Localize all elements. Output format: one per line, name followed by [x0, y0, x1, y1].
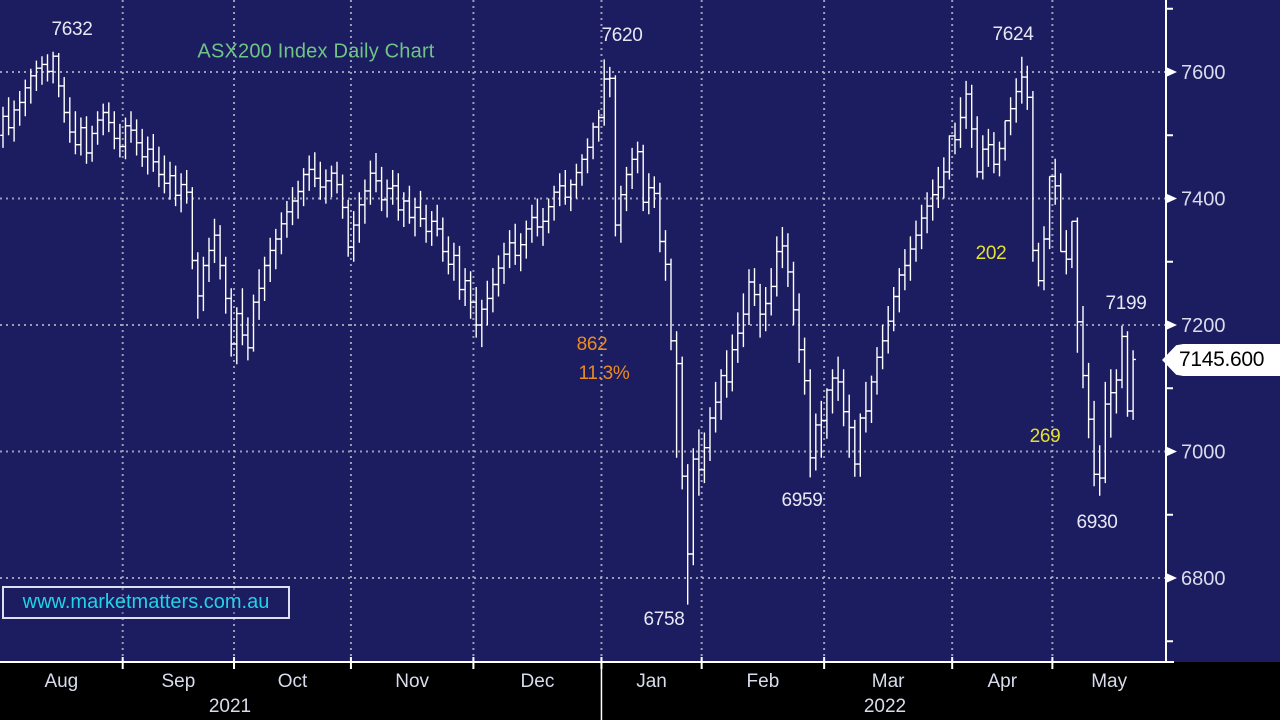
y-tick-arrow — [1166, 193, 1177, 204]
apr-high-label: 7624 — [992, 24, 1034, 45]
y-tick-arrow — [1166, 320, 1177, 330]
apr-bounce-label: 202 — [975, 243, 1007, 264]
watermark-link: www.marketmatters.com.au — [2, 586, 290, 619]
watermark-url: www.marketmatters.com.au — [22, 591, 270, 613]
year-label: 2022 — [864, 696, 906, 717]
last-price-tag: 7145.600 — [1162, 344, 1280, 376]
month-label: Aug — [44, 671, 78, 692]
may-bounce-label: 269 — [1029, 426, 1061, 447]
month-label: Apr — [987, 671, 1017, 692]
month-label: Feb — [747, 671, 780, 692]
y-tick-label: 6800 — [1181, 568, 1226, 590]
y-axis: 7600 7400 7200 7000 6800 — [1165, 0, 1226, 662]
month-label: May — [1091, 671, 1127, 692]
month-label: Oct — [278, 671, 308, 692]
decline-points-label: 862 — [576, 334, 608, 355]
y-tick-label: 7200 — [1181, 315, 1226, 337]
aug-high-label: 7632 — [51, 19, 93, 40]
decline-percent-label: 11.3% — [578, 363, 630, 384]
y-tick-label: 7000 — [1181, 442, 1226, 464]
month-label: Nov — [395, 671, 429, 692]
price-bars — [0, 51, 1136, 605]
feb-low-label: 6959 — [781, 490, 823, 511]
y-tick-arrow — [1166, 573, 1177, 583]
y-tick-arrow — [1166, 67, 1177, 77]
y-tick-label: 7600 — [1181, 62, 1226, 84]
y-tick-label: 7400 — [1181, 189, 1226, 211]
y-tick-arrow — [1166, 446, 1177, 457]
gridlines — [0, 0, 1166, 662]
may-high-label: 7199 — [1105, 293, 1147, 314]
chart-title: ASX200 Index Daily Chart — [197, 40, 435, 63]
jan-low-label: 6758 — [643, 609, 685, 630]
jan-high-label: 7620 — [601, 25, 643, 46]
month-label: Sep — [161, 671, 195, 692]
ohlc-bars — [0, 51, 1136, 605]
month-label: Jan — [636, 671, 667, 692]
year-label: 2021 — [209, 696, 251, 717]
may-low-label: 6930 — [1076, 512, 1118, 533]
month-label: Dec — [521, 671, 555, 692]
last-price-value: 7145.600 — [1179, 348, 1265, 371]
x-axis: Aug Sep Oct Nov Dec Jan Feb Mar Apr May 2021 2022 — [0, 657, 1280, 720]
month-label: Mar — [872, 671, 905, 692]
